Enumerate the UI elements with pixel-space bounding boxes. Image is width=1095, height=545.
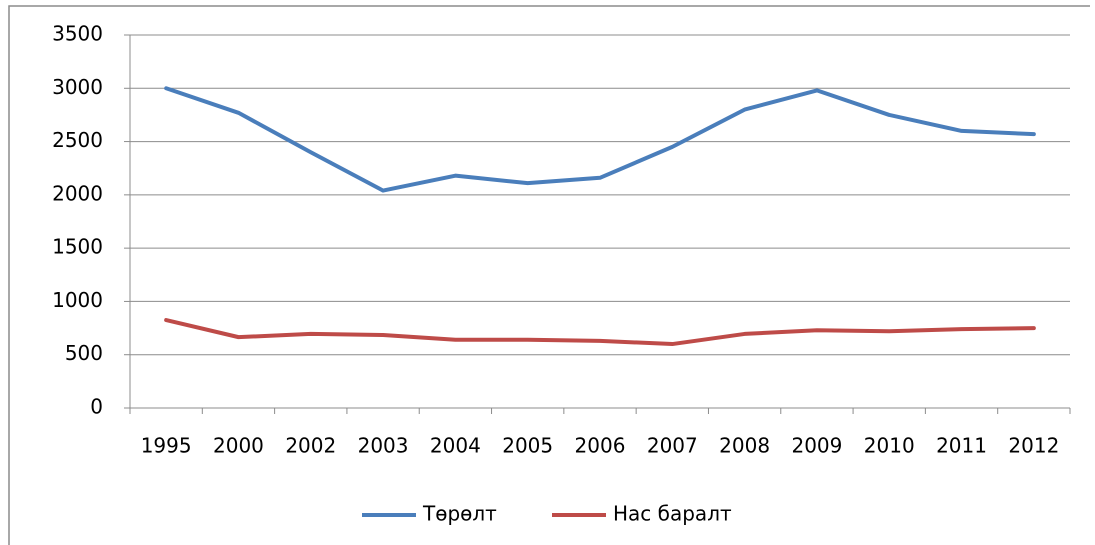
data-line [164,86,1036,193]
x-tick-label: 2002 [285,434,336,458]
y-tick-label: 0 [90,395,103,419]
x-tick-label: 2011 [936,434,987,458]
y-tick-label: 3000 [52,75,103,99]
y-tick-label: 3500 [52,22,103,46]
x-tick-label: 2005 [502,434,553,458]
data-line [164,318,1036,347]
x-tick-label: 2003 [358,434,409,458]
legend-label: Төрөлт [422,502,497,526]
x-tick-label: 2006 [575,434,626,458]
chart-frame [8,5,1090,545]
y-tick-label: 500 [65,341,103,365]
x-tick-label: 2000 [213,434,264,458]
y-tick-label: 2500 [52,128,103,152]
y-tick-label: 1500 [52,235,103,259]
legend-label: Нас баралт [613,502,732,526]
x-tick-label: 2010 [864,434,915,458]
x-tick-label: 2007 [647,434,698,458]
y-tick-label: 2000 [52,181,103,205]
y-tick-label: 1000 [52,288,103,312]
x-tick-label: 2008 [719,434,770,458]
x-tick-label: 2012 [1008,434,1059,458]
x-tick-label: 2009 [791,434,842,458]
x-tick-label: 1995 [141,434,192,458]
x-tick-label: 2004 [430,434,481,458]
